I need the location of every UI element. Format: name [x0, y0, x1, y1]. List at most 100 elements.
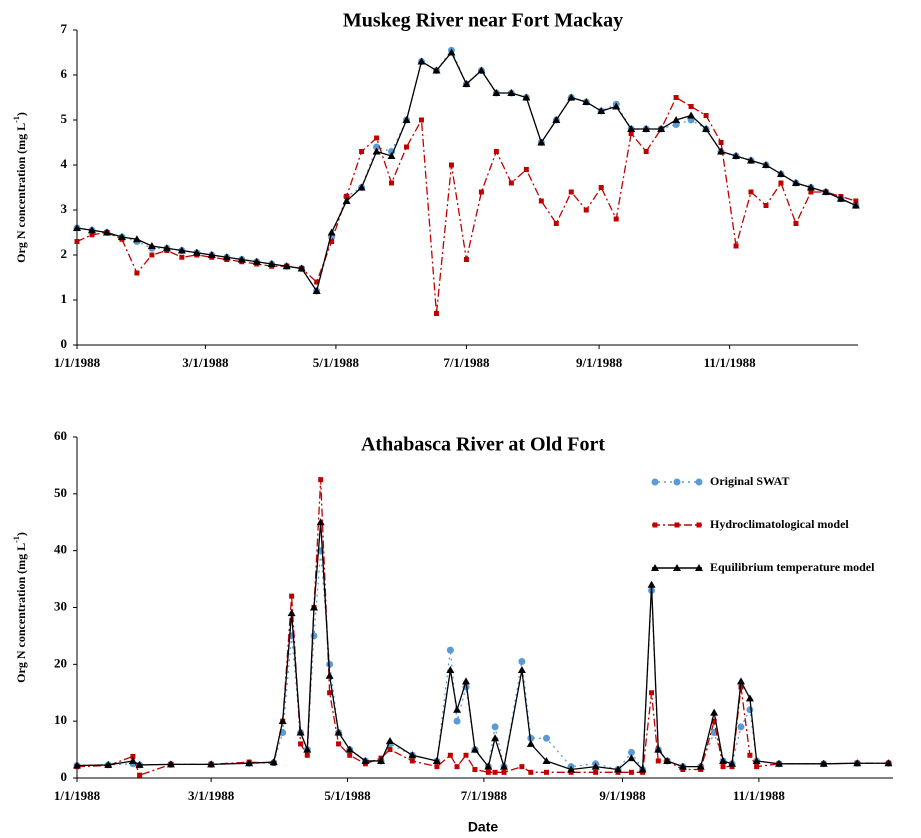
- point: [614, 765, 623, 773]
- point: [102, 228, 111, 236]
- point: [652, 522, 658, 528]
- point: [673, 95, 679, 100]
- point: [117, 233, 126, 240]
- point: [316, 518, 325, 526]
- point: [312, 287, 321, 294]
- point: [237, 255, 246, 263]
- point: [836, 194, 845, 202]
- point: [517, 666, 526, 674]
- point: [806, 183, 815, 191]
- point: [643, 149, 649, 154]
- point: [309, 603, 318, 611]
- point: [598, 185, 604, 190]
- y-tick-label: 0: [61, 769, 68, 784]
- point: [303, 745, 312, 753]
- point: [673, 478, 681, 486]
- legend-label: Equilibrium temperature model: [710, 560, 875, 574]
- point: [252, 257, 261, 265]
- point: [327, 690, 333, 696]
- point: [162, 244, 171, 252]
- y-tick-label: 7: [61, 21, 68, 36]
- point: [651, 564, 659, 571]
- point: [207, 760, 216, 768]
- point: [672, 116, 681, 123]
- point: [628, 769, 634, 775]
- point: [361, 756, 370, 764]
- point: [491, 723, 499, 731]
- x-tick-label: 1/1/1988: [54, 355, 101, 370]
- point: [628, 131, 634, 136]
- point: [325, 671, 334, 679]
- point: [728, 759, 737, 767]
- point: [128, 756, 137, 764]
- point: [674, 522, 680, 528]
- point: [647, 580, 656, 588]
- y-tick-label: 3: [61, 201, 68, 216]
- point: [523, 167, 529, 172]
- point: [207, 251, 216, 258]
- point: [318, 477, 324, 483]
- point: [791, 179, 800, 186]
- point: [527, 734, 535, 742]
- point: [327, 228, 336, 236]
- x-tick-label: 11/1/1988: [704, 355, 757, 370]
- point: [651, 478, 659, 486]
- series-line: [76, 96, 857, 314]
- point: [492, 89, 501, 96]
- x-tick-label: 5/1/1988: [324, 788, 371, 803]
- point: [485, 769, 491, 775]
- point: [462, 80, 471, 87]
- point: [336, 741, 342, 747]
- point: [448, 162, 454, 168]
- point: [372, 147, 381, 155]
- point: [627, 125, 636, 132]
- point: [334, 728, 343, 736]
- point: [432, 756, 441, 764]
- point: [298, 741, 304, 747]
- x-tick-label: 3/1/1988: [188, 788, 235, 803]
- point: [528, 769, 534, 775]
- point: [884, 759, 893, 767]
- x-tick-label: 7/1/1988: [443, 355, 490, 370]
- point: [567, 765, 576, 773]
- point: [269, 758, 278, 766]
- point: [591, 762, 600, 770]
- y-tick-label: 50: [54, 485, 67, 500]
- point: [177, 246, 186, 254]
- y-tick-label: 1: [61, 291, 68, 306]
- point: [404, 144, 410, 150]
- point: [453, 705, 462, 713]
- point: [582, 98, 591, 105]
- point: [851, 201, 860, 209]
- point: [89, 232, 95, 238]
- point: [461, 677, 470, 685]
- point: [853, 198, 859, 204]
- point: [538, 198, 544, 204]
- point: [408, 751, 417, 759]
- point: [747, 752, 753, 758]
- point: [446, 646, 454, 654]
- point: [593, 769, 599, 775]
- point: [478, 189, 484, 195]
- point: [387, 747, 393, 753]
- point: [222, 253, 231, 261]
- point: [754, 764, 760, 770]
- point: [774, 759, 783, 767]
- point: [776, 170, 785, 177]
- point: [73, 224, 81, 231]
- point: [673, 564, 681, 571]
- point: [542, 734, 550, 742]
- point: [310, 632, 318, 640]
- y-tick-label: 6: [61, 66, 68, 81]
- point: [192, 248, 201, 256]
- point: [821, 188, 830, 195]
- point: [74, 239, 80, 244]
- point: [418, 117, 424, 123]
- point: [718, 140, 724, 145]
- series-line: [76, 522, 889, 771]
- y-tick-label: 5: [61, 111, 68, 126]
- point: [711, 718, 717, 724]
- point: [374, 135, 380, 141]
- y-axis-label-sup: -1: [12, 116, 21, 123]
